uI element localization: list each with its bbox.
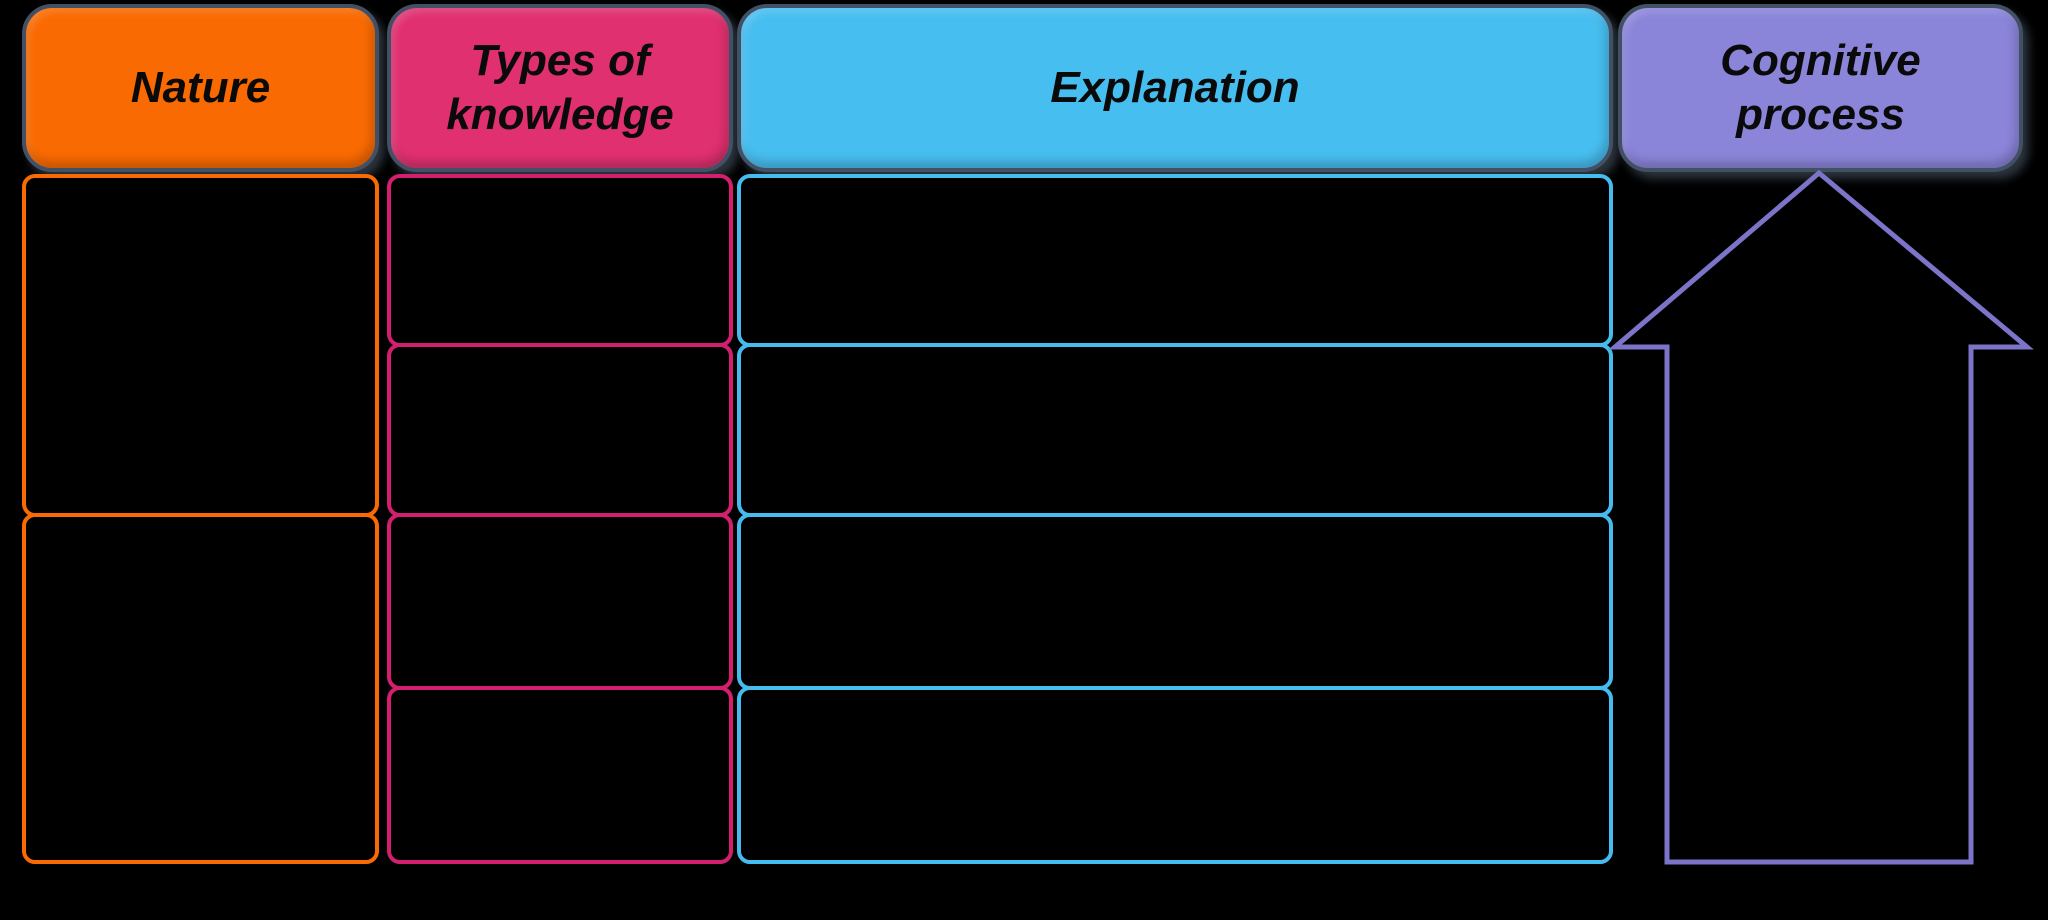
cell-explanation-row2 xyxy=(737,343,1613,517)
cell-types-row2 xyxy=(387,343,733,517)
cell-explanation-row3 xyxy=(737,513,1613,690)
cell-types-row4 xyxy=(387,686,733,864)
header-types-of-knowledge: Types of knowledge xyxy=(387,4,733,172)
header-nature: Nature xyxy=(22,4,379,172)
header-explanation-label: Explanation xyxy=(1050,63,1300,113)
up-arrow-icon xyxy=(1608,169,2034,865)
cell-nature-row2 xyxy=(22,513,379,864)
header-cognitive-process-label: Cognitive process xyxy=(1720,36,1921,139)
header-explanation: Explanation xyxy=(737,4,1613,172)
cell-types-row3 xyxy=(387,513,733,690)
cell-types-row1 xyxy=(387,174,733,347)
header-cognitive-process: Cognitive process xyxy=(1618,4,2023,172)
cell-explanation-row1 xyxy=(737,174,1613,347)
header-nature-label: Nature xyxy=(130,63,271,113)
cell-explanation-row4 xyxy=(737,686,1613,864)
header-types-of-knowledge-label: Types of knowledge xyxy=(446,36,674,139)
up-arrow-outline xyxy=(1608,169,2034,865)
cell-nature-row1 xyxy=(22,174,379,517)
